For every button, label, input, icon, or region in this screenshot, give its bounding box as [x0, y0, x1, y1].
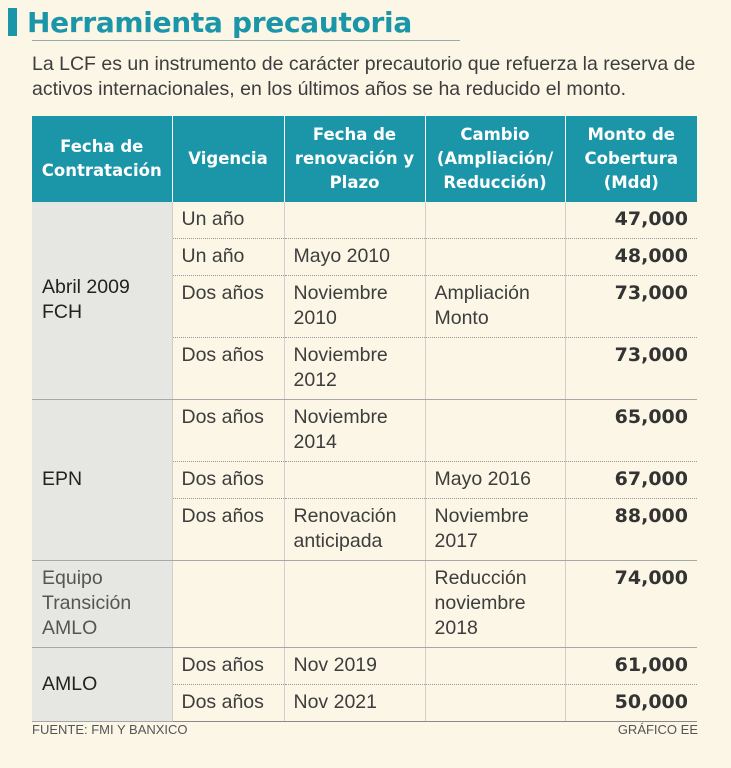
cell-renovacion: Noviembre 2010 — [283, 275, 425, 338]
cell-renovacion: Noviembre 2014 — [283, 399, 425, 462]
table-row: Dos años Noviembre 2012 73,000 — [32, 337, 697, 400]
cell-renovacion: Nov 2021 — [283, 684, 425, 722]
cell-cambio: Ampliación Monto — [424, 275, 565, 338]
title-block: Herramienta precautoria — [8, 4, 412, 40]
cell-renovacion: Noviembre 2012 — [283, 337, 425, 400]
cell-vigencia: Un año — [171, 238, 284, 276]
coverage-table: Fecha de Contratación Vigencia Fecha de … — [32, 116, 697, 722]
cell-monto: 74,000 — [564, 560, 697, 648]
cell-cambio: Noviembre 2017 — [424, 498, 565, 561]
cell-renovacion: Mayo 2010 — [283, 238, 425, 276]
cell-monto: 65,000 — [564, 399, 697, 462]
group-label-amlo: AMLO — [32, 647, 172, 722]
header-cambio: Cambio (Ampliación/ Reducción) — [424, 116, 565, 202]
cell-vigencia: Dos años — [171, 399, 284, 462]
table-row: Equipo Transición AMLO Reducción noviemb… — [32, 560, 697, 648]
cell-cambio: Mayo 2016 — [424, 461, 565, 499]
cell-vigencia: Dos años — [171, 498, 284, 561]
table-row: Dos años Noviembre 2010 Ampliación Monto… — [32, 275, 697, 338]
group-label-transicion: Equipo Transición AMLO — [32, 560, 172, 648]
table-row: Dos años Mayo 2016 67,000 — [32, 461, 697, 499]
cell-renovacion — [283, 461, 425, 499]
cell-monto: 73,000 — [564, 275, 697, 338]
page-title: Herramienta precautoria — [27, 5, 412, 39]
cell-monto: 61,000 — [564, 647, 697, 685]
title-accent-bar — [8, 8, 17, 36]
cell-cambio — [424, 238, 565, 276]
cell-monto: 48,000 — [564, 238, 697, 276]
cell-monto: 88,000 — [564, 498, 697, 561]
cell-renovacion — [283, 202, 425, 239]
cell-monto: 47,000 — [564, 202, 697, 239]
title-divider — [32, 40, 460, 41]
group-label-fch: Abril 2009 FCH — [32, 202, 172, 400]
cell-monto: 50,000 — [564, 684, 697, 722]
cell-renovacion: Renovación anticipada — [283, 498, 425, 561]
table-row: EPN Dos años Noviembre 2014 65,000 — [32, 399, 697, 561]
table-row: Dos años Nov 2021 50,000 — [32, 684, 697, 722]
graphic-credit: GRÁFICO EE — [617, 722, 698, 737]
cell-monto: 67,000 — [564, 461, 697, 499]
cell-renovacion — [283, 560, 425, 648]
cell-vigencia — [171, 560, 284, 648]
cell-vigencia: Dos años — [171, 461, 284, 499]
cell-cambio: Reducción noviembre 2018 — [424, 560, 565, 648]
table-row: Un año Mayo 2010 48,000 — [32, 238, 697, 276]
cell-vigencia: Dos años — [171, 647, 284, 685]
cell-vigencia: Dos años — [171, 684, 284, 722]
table-row: Dos años Renovación anticipada Noviembre… — [32, 498, 697, 561]
cell-vigencia: Un año — [171, 202, 284, 239]
cell-cambio — [424, 647, 565, 685]
header-fecha-contratacion: Fecha de Contratación — [32, 116, 172, 202]
subtitle: La LCF es un instrumento de carácter pre… — [32, 53, 696, 100]
cell-vigencia: Dos años — [171, 337, 284, 400]
table-body: Abril 2009 FCH Un año 47,000 Un año Mayo… — [32, 202, 697, 722]
cell-renovacion: Nov 2019 — [283, 647, 425, 685]
cell-cambio — [424, 337, 565, 400]
table-row: Abril 2009 FCH Un año 47,000 — [32, 202, 697, 400]
group-label-epn: EPN — [32, 399, 172, 561]
cell-monto: 73,000 — [564, 337, 697, 400]
source-note: FUENTE: FMI Y BANXICO — [32, 722, 188, 737]
table-header: Fecha de Contratación Vigencia Fecha de … — [32, 116, 697, 202]
cell-cambio — [424, 684, 565, 722]
header-vigencia: Vigencia — [171, 116, 284, 202]
cell-vigencia: Dos años — [171, 275, 284, 338]
cell-cambio — [424, 399, 565, 462]
header-fecha-renovacion: Fecha de renovación y Plazo — [283, 116, 425, 202]
table-row: AMLO Dos años Nov 2019 61,000 — [32, 647, 697, 722]
cell-cambio — [424, 202, 565, 239]
header-monto: Monto de Cobertura (Mdd) — [564, 116, 697, 202]
